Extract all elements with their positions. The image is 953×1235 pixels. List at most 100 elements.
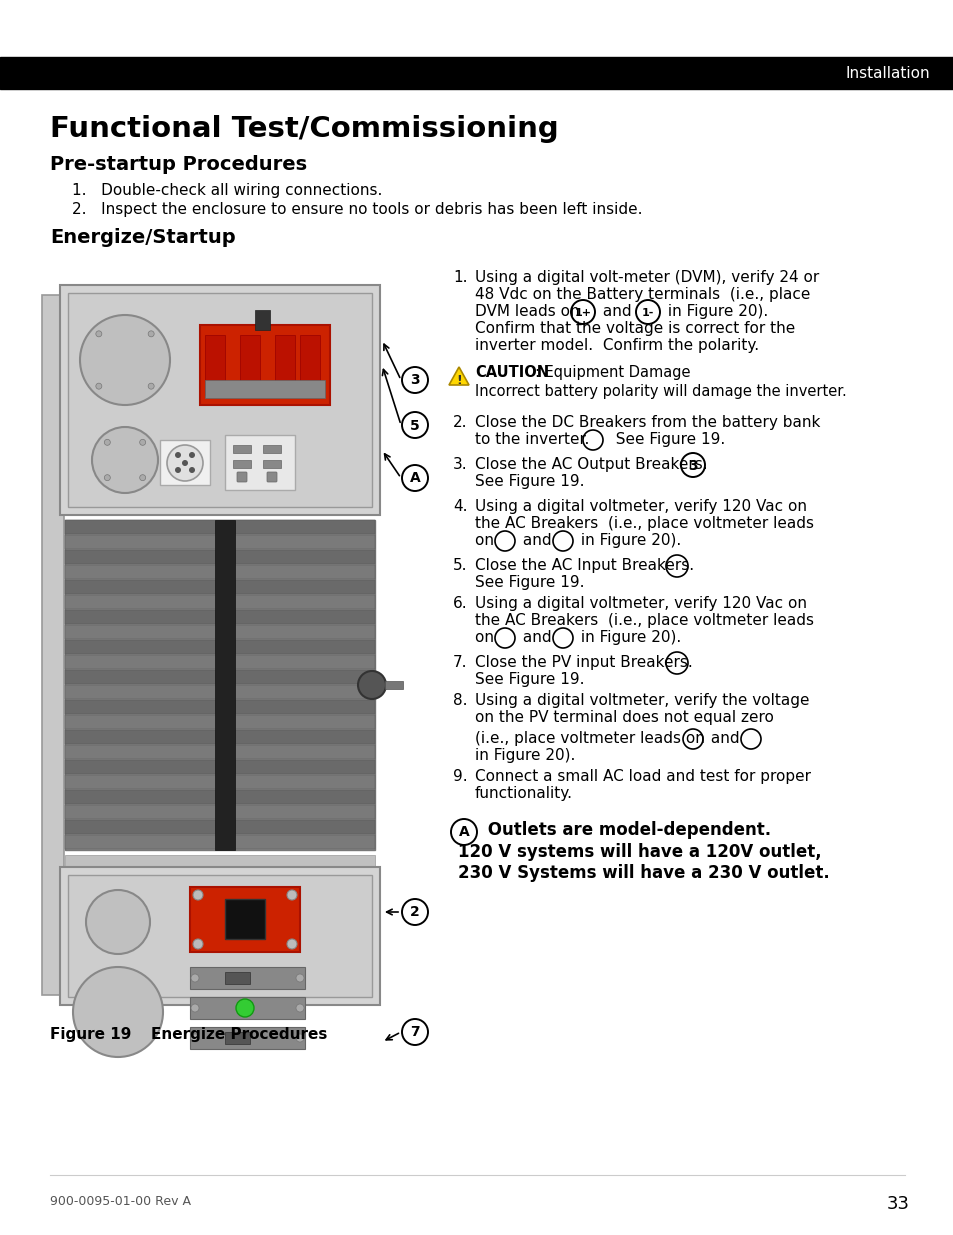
Text: 1+: 1+ — [574, 308, 591, 317]
Text: !: ! — [456, 373, 461, 387]
Circle shape — [571, 300, 595, 324]
FancyBboxPatch shape — [65, 805, 375, 819]
FancyBboxPatch shape — [65, 520, 375, 850]
Circle shape — [401, 466, 428, 492]
Text: functionality.: functionality. — [475, 785, 573, 802]
Circle shape — [553, 531, 573, 551]
Circle shape — [80, 315, 170, 405]
Text: : Equipment Damage: : Equipment Damage — [535, 366, 690, 380]
FancyBboxPatch shape — [65, 745, 375, 760]
Text: See Figure 19.: See Figure 19. — [475, 672, 584, 687]
Text: Close the AC Input Breakers.: Close the AC Input Breakers. — [475, 558, 703, 573]
FancyBboxPatch shape — [236, 472, 247, 482]
FancyBboxPatch shape — [65, 855, 375, 867]
Circle shape — [235, 999, 253, 1016]
Circle shape — [665, 555, 687, 577]
FancyBboxPatch shape — [65, 685, 375, 699]
Text: and: and — [517, 630, 556, 645]
Text: Close the PV input Breakers.: Close the PV input Breakers. — [475, 655, 701, 671]
FancyBboxPatch shape — [65, 550, 375, 564]
Circle shape — [495, 629, 515, 648]
Text: Connect a small AC load and test for proper: Connect a small AC load and test for pro… — [475, 769, 810, 784]
FancyBboxPatch shape — [299, 335, 319, 395]
FancyBboxPatch shape — [65, 671, 375, 684]
Text: Energize/Startup: Energize/Startup — [50, 228, 235, 247]
FancyBboxPatch shape — [214, 520, 234, 850]
Text: 3.: 3. — [453, 457, 467, 472]
Text: inverter model.  Confirm the polarity.: inverter model. Confirm the polarity. — [475, 338, 759, 353]
Text: 1-: 1- — [641, 308, 654, 317]
FancyBboxPatch shape — [190, 1028, 305, 1049]
Text: A: A — [409, 472, 420, 485]
FancyBboxPatch shape — [225, 972, 250, 984]
Text: the AC Breakers  (i.e., place voltmeter leads: the AC Breakers (i.e., place voltmeter l… — [475, 613, 813, 629]
Circle shape — [401, 367, 428, 393]
FancyBboxPatch shape — [65, 625, 375, 638]
Circle shape — [287, 890, 296, 900]
Circle shape — [167, 445, 203, 480]
Text: (i.e., place voltmeter leads on: (i.e., place voltmeter leads on — [475, 731, 709, 746]
FancyBboxPatch shape — [65, 700, 375, 714]
Text: on: on — [475, 630, 498, 645]
Circle shape — [636, 300, 659, 324]
Text: Installation: Installation — [844, 65, 929, 80]
FancyBboxPatch shape — [254, 310, 270, 330]
FancyBboxPatch shape — [190, 887, 299, 952]
Circle shape — [91, 427, 158, 493]
Text: Close the AC Output Breakers.: Close the AC Output Breakers. — [475, 457, 712, 472]
Text: 120 V systems will have a 120V outlet,: 120 V systems will have a 120V outlet, — [457, 844, 821, 861]
Text: Using a digital voltmeter, verify the voltage: Using a digital voltmeter, verify the vo… — [475, 693, 809, 708]
Text: 1.: 1. — [453, 270, 467, 285]
Text: 2.   Inspect the enclosure to ensure no tools or debris has been left inside.: 2. Inspect the enclosure to ensure no to… — [71, 203, 641, 217]
Text: 1.   Double-check all wiring connections.: 1. Double-check all wiring connections. — [71, 183, 382, 198]
FancyBboxPatch shape — [225, 899, 265, 939]
Circle shape — [104, 474, 111, 480]
Text: 9.: 9. — [453, 769, 467, 784]
Circle shape — [401, 412, 428, 438]
Bar — [42, 295, 64, 995]
Text: Close the DC Breakers from the battery bank: Close the DC Breakers from the battery b… — [475, 415, 820, 430]
Circle shape — [193, 890, 203, 900]
FancyBboxPatch shape — [240, 335, 260, 395]
Text: and: and — [598, 304, 636, 319]
FancyBboxPatch shape — [65, 640, 375, 655]
Text: See Figure 19.: See Figure 19. — [475, 474, 584, 489]
Circle shape — [495, 531, 515, 551]
FancyBboxPatch shape — [267, 472, 276, 482]
FancyBboxPatch shape — [65, 715, 375, 729]
Text: in Figure 20).: in Figure 20). — [475, 748, 575, 763]
FancyBboxPatch shape — [65, 580, 375, 594]
Circle shape — [553, 629, 573, 648]
Circle shape — [740, 729, 760, 748]
FancyBboxPatch shape — [65, 610, 375, 624]
Text: Figure 19: Figure 19 — [50, 1028, 132, 1042]
FancyBboxPatch shape — [263, 459, 281, 468]
Circle shape — [148, 383, 154, 389]
Circle shape — [73, 967, 163, 1057]
FancyBboxPatch shape — [65, 730, 375, 743]
FancyBboxPatch shape — [190, 967, 305, 989]
Text: 900-0095-01-00 Rev A: 900-0095-01-00 Rev A — [50, 1195, 191, 1208]
Text: 7: 7 — [410, 1025, 419, 1040]
Text: 5: 5 — [410, 419, 419, 432]
Text: 3: 3 — [410, 373, 419, 388]
Text: Functional Test/Commissioning: Functional Test/Commissioning — [50, 115, 558, 143]
Circle shape — [682, 729, 702, 748]
FancyBboxPatch shape — [68, 293, 372, 508]
Text: and: and — [517, 534, 556, 548]
Text: 48 Vdc on the Battery terminals  (i.e., place: 48 Vdc on the Battery terminals (i.e., p… — [475, 287, 809, 303]
Text: to the inverter.: to the inverter. — [475, 432, 598, 447]
Circle shape — [401, 1019, 428, 1045]
Text: in Figure 20).: in Figure 20). — [576, 630, 680, 645]
Text: Confirm that the voltage is correct for the: Confirm that the voltage is correct for … — [475, 321, 795, 336]
Circle shape — [357, 671, 386, 699]
Circle shape — [295, 1004, 304, 1011]
Circle shape — [451, 819, 476, 845]
Text: Using a digital volt-meter (DVM), verify 24 or: Using a digital volt-meter (DVM), verify… — [475, 270, 819, 285]
FancyBboxPatch shape — [225, 1032, 250, 1044]
Circle shape — [174, 452, 181, 458]
Polygon shape — [449, 367, 469, 385]
Circle shape — [139, 440, 146, 446]
Circle shape — [193, 939, 203, 948]
Text: 4.: 4. — [453, 499, 467, 514]
